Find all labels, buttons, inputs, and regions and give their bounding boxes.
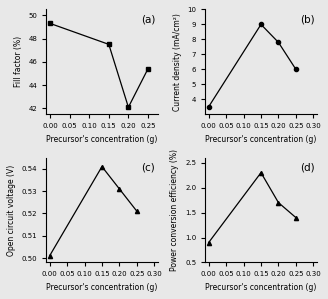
X-axis label: Precursor's concentration (g): Precursor's concentration (g) — [46, 135, 158, 144]
X-axis label: Precursor's concentration (g): Precursor's concentration (g) — [205, 135, 317, 144]
Y-axis label: Power conversion efficiency (%): Power conversion efficiency (%) — [170, 149, 179, 271]
Text: (a): (a) — [141, 15, 155, 25]
Text: (d): (d) — [300, 163, 315, 173]
Text: (b): (b) — [300, 15, 315, 25]
Text: (c): (c) — [141, 163, 155, 173]
X-axis label: Precursor's concentration (g): Precursor's concentration (g) — [205, 283, 317, 292]
Y-axis label: Fill factor (%): Fill factor (%) — [14, 36, 23, 87]
Y-axis label: Current density (mA/cm²): Current density (mA/cm²) — [173, 13, 182, 111]
X-axis label: Precursor's concentration (g): Precursor's concentration (g) — [46, 283, 158, 292]
Y-axis label: Open circuit voltage (V): Open circuit voltage (V) — [7, 164, 16, 256]
